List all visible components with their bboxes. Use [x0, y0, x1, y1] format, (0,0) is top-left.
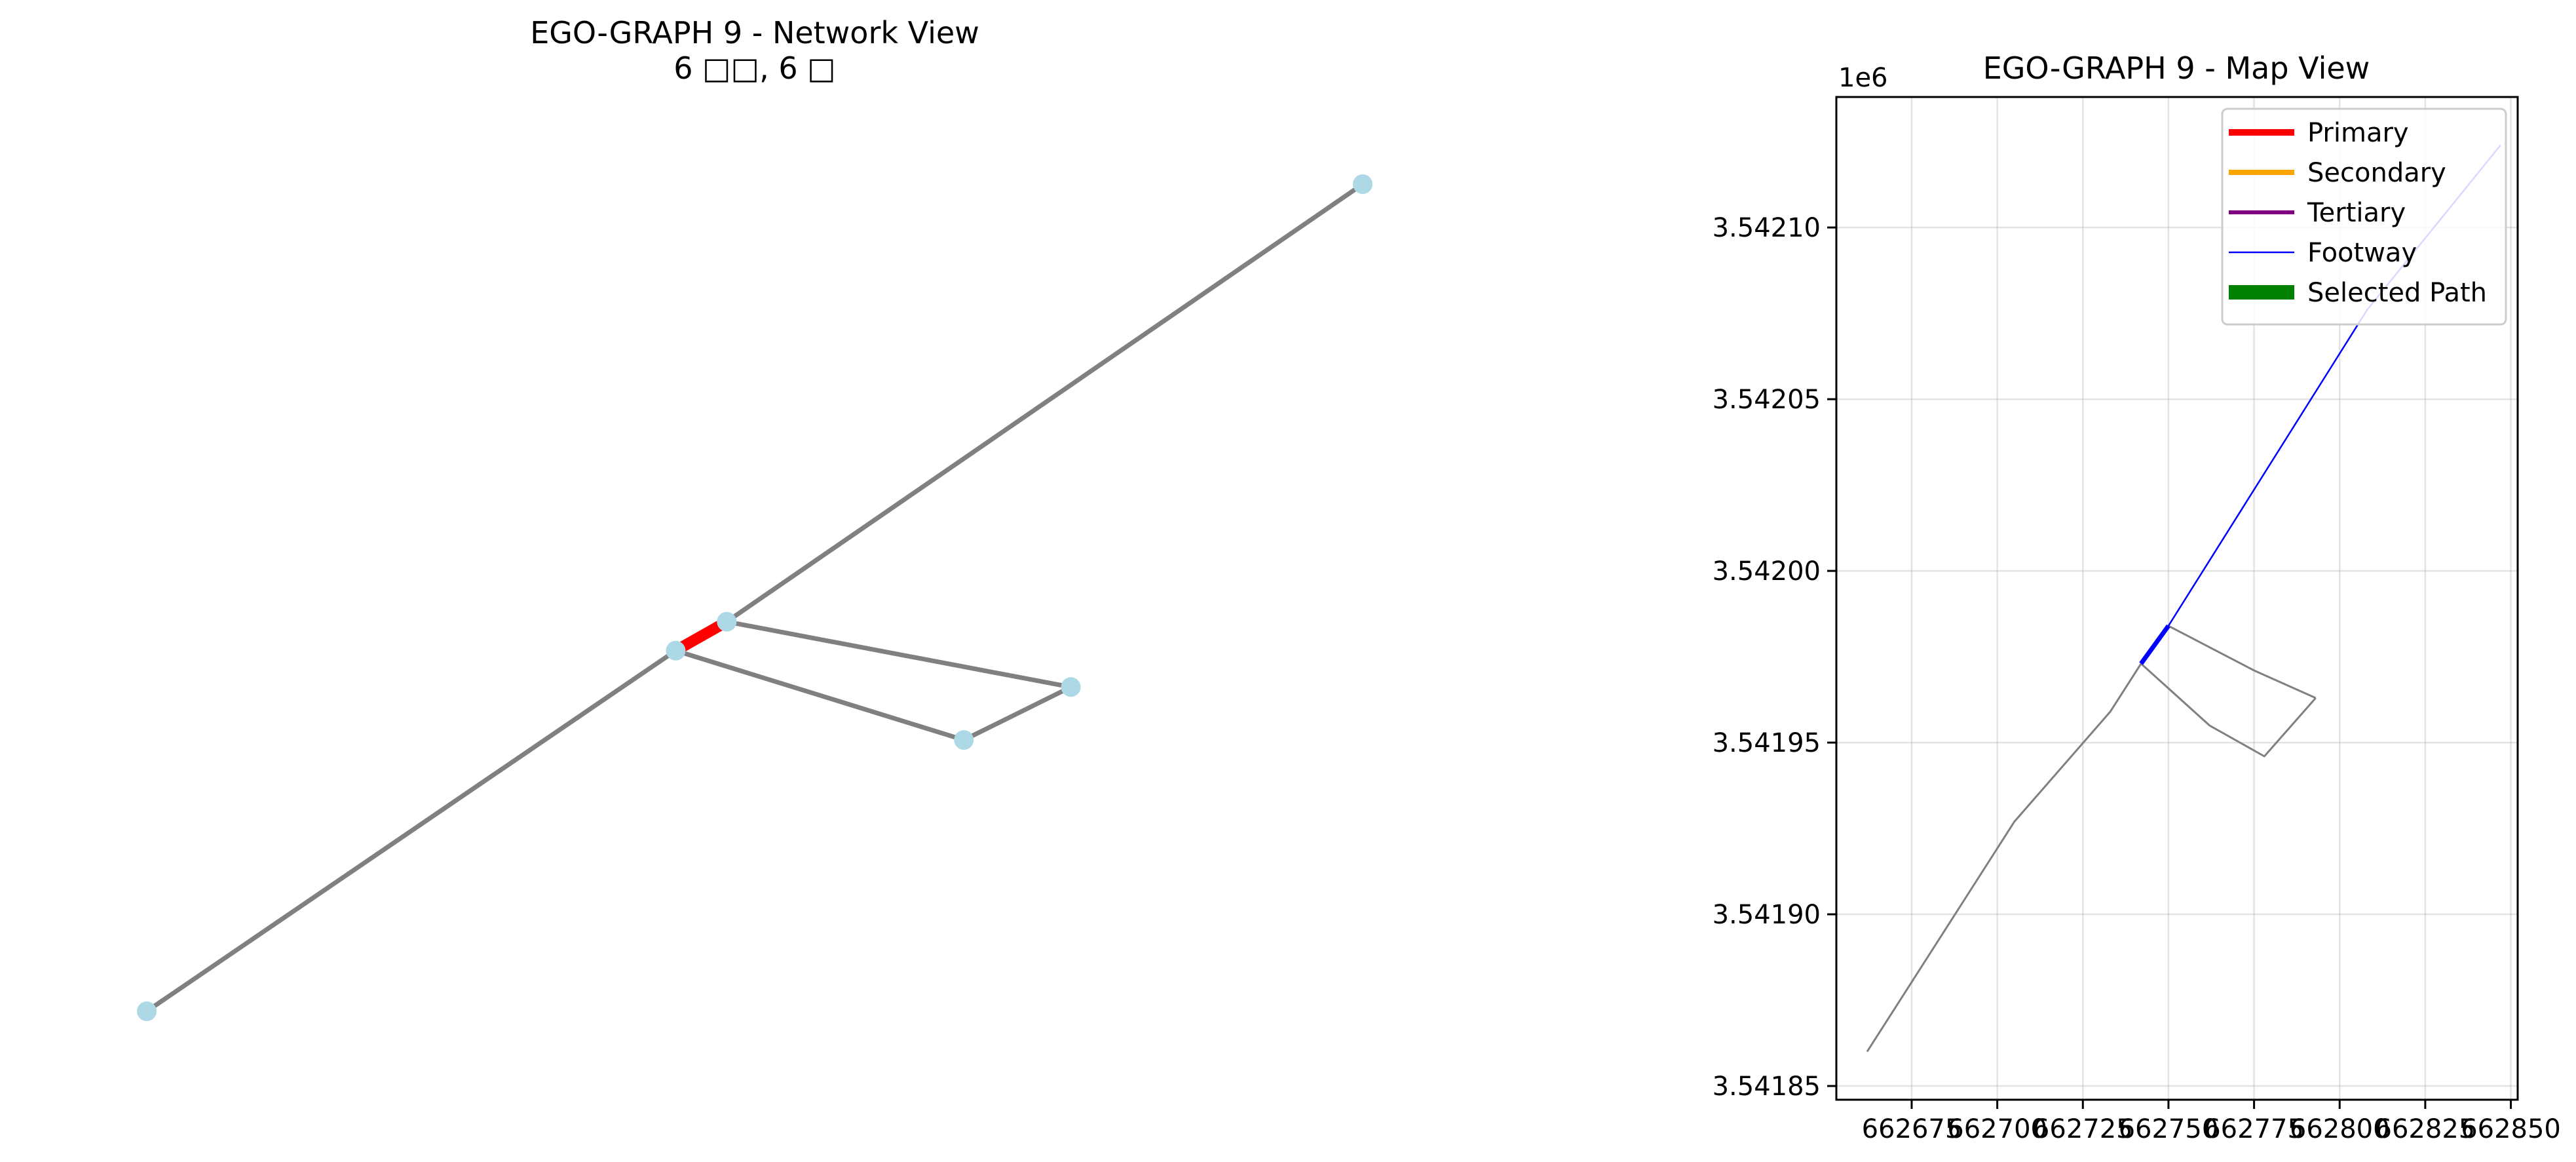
- y-tick-label: 3.54190: [1713, 900, 1821, 930]
- x-tick-label: 662750: [2119, 1114, 2219, 1144]
- map-road-line-1: [1866, 663, 2142, 1053]
- network-node-n2: [666, 640, 686, 661]
- legend-box: [2221, 107, 2507, 326]
- network-node-n1: [137, 1001, 157, 1021]
- map-x-ticks: 6626756627006627256627506627756628006628…: [1862, 1100, 2561, 1144]
- network-edge-4: [726, 619, 1072, 689]
- y-tick-label: 3.54185: [1713, 1072, 1821, 1102]
- y-tick-label: 3.54205: [1713, 385, 1821, 415]
- legend-label-4: Footway: [2307, 238, 2417, 268]
- map-gridlines: [1836, 97, 2518, 1100]
- network-view-title: EGO-GRAPH 9 - Network View: [530, 15, 979, 50]
- network-node-n4: [1353, 174, 1373, 194]
- network-edge-3: [725, 182, 1364, 624]
- network-view-panel: EGO-GRAPH 9 - Network View 6 □□, 6 □: [137, 15, 1373, 1021]
- x-tick-label: 662775: [2204, 1114, 2304, 1144]
- legend-label-2: Secondary: [2307, 158, 2446, 188]
- x-tick-label: 662825: [2376, 1114, 2476, 1144]
- network-edge-5: [675, 648, 965, 743]
- y-tick-label: 3.54210: [1713, 213, 1821, 243]
- map-axes-frame: [1835, 96, 2519, 1101]
- x-tick-label: 662675: [1862, 1114, 1962, 1144]
- network-edge-1: [145, 648, 677, 1013]
- map-y-ticks: 3.54185 3.54190 3.54195 3.54200 3.54205 3.542…: [1713, 213, 1836, 1102]
- map-legend: Primary Secondary Tertiary Footway Selected …: [2221, 107, 2507, 326]
- map-road-line-3: [2168, 625, 2317, 699]
- legend-label-1: Primary: [2307, 118, 2409, 148]
- network-edges: [145, 182, 1364, 1013]
- network-node-n3: [717, 611, 737, 632]
- map-road-line-5: [2139, 624, 2170, 665]
- network-nodes: [137, 174, 1373, 1021]
- y-tick-label: 3.54200: [1713, 556, 1821, 587]
- x-tick-label: 662725: [2033, 1114, 2133, 1144]
- map-view-title: EGO-GRAPH 9 - Map View: [1983, 50, 2370, 86]
- network-view-subtitle: 6 □□, 6 □: [673, 50, 835, 86]
- network-node-n6: [1061, 677, 1081, 697]
- map-road-line-2: [2140, 663, 2317, 758]
- legend-label-5: Selected Path: [2307, 278, 2487, 308]
- map-view-panel: EGO-GRAPH 9 - Map View 1e6 6626756627006…: [1713, 50, 2561, 1144]
- y-axis-offset-label: 1e6: [1838, 63, 1888, 93]
- x-tick-label: 662700: [1947, 1114, 2047, 1144]
- y-tick-label: 3.54195: [1713, 728, 1821, 758]
- legend-label-3: Tertiary: [2307, 198, 2406, 228]
- network-node-n5: [954, 730, 974, 750]
- x-tick-label: 662850: [2461, 1114, 2561, 1144]
- x-tick-label: 662800: [2290, 1114, 2390, 1144]
- network-edge-6: [962, 685, 1072, 743]
